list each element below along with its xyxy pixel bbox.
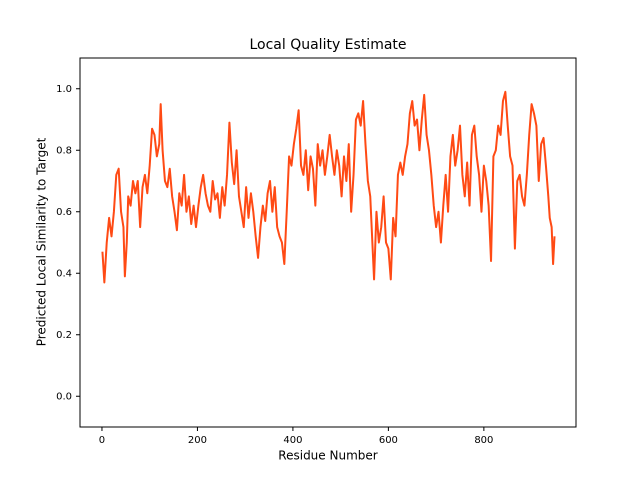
x-tick-label: 800 bbox=[474, 435, 493, 446]
y-tick-label: 1.0 bbox=[56, 84, 72, 95]
x-tick-label: 200 bbox=[188, 435, 207, 446]
y-axis-label: Predicted Local Similarity to Target bbox=[35, 137, 49, 346]
plot-frame bbox=[79, 57, 577, 428]
y-tick-label: 0.2 bbox=[56, 330, 72, 341]
x-tick-label: 600 bbox=[379, 435, 398, 446]
y-tick-label: 0.0 bbox=[56, 391, 72, 402]
y-tick-label: 0.6 bbox=[56, 207, 72, 218]
data-line bbox=[101, 90, 556, 284]
x-tick-label: 0 bbox=[99, 435, 105, 446]
y-tick-label: 0.8 bbox=[56, 145, 72, 156]
chart-title: Local Quality Estimate bbox=[249, 37, 406, 53]
x-tick-label: 400 bbox=[283, 435, 302, 446]
x-axis-label: Residue Number bbox=[278, 449, 377, 463]
y-tick-label: 0.4 bbox=[56, 268, 72, 279]
